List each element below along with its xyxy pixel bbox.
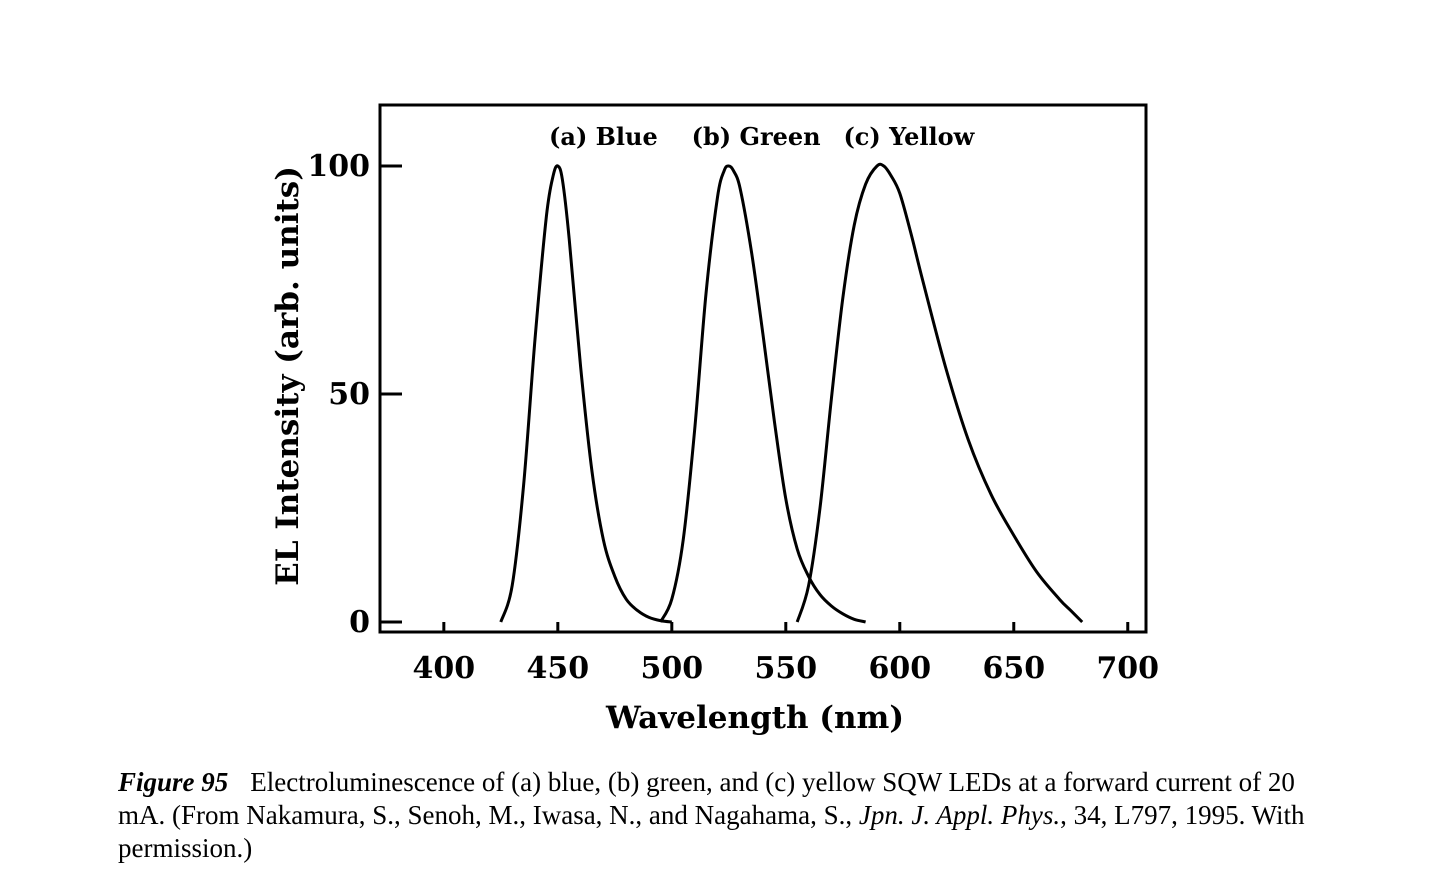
y-axis-title: EL Intensity (arb. units)	[270, 166, 306, 586]
series-line-green	[659, 164, 866, 624]
figure-caption: Figure 95 Electroluminescence of (a) blue…	[118, 766, 1318, 865]
x-axis-ticks: 400 450 500 550 600 650 700	[413, 622, 1159, 686]
plot-frame	[378, 103, 1148, 634]
x-tick-label: 600	[868, 651, 931, 686]
series-label-blue: (a) Blue	[549, 122, 658, 151]
series-layer: (a) Blue (b) Green (c) Yellow	[499, 122, 1084, 624]
x-tick-label: 400	[413, 651, 476, 686]
x-tick-label: 650	[982, 651, 1045, 686]
series-label-yellow: (c) Yellow	[843, 122, 975, 151]
chart: 0 50 100 400 450 500 550 600 650 700 (a) Blue (b)…	[270, 103, 1159, 736]
series-line-yellow	[795, 162, 1084, 624]
x-tick-label: 450	[527, 651, 590, 686]
caption-text-part2: , 34, L797, 1995. With permission.)	[118, 800, 1305, 863]
x-tick-label: 500	[640, 651, 703, 686]
series-line-blue	[499, 164, 672, 624]
y-tick-label: 0	[349, 605, 370, 640]
caption-text-part1: Electroluminescence of (a) blue, (b) gre…	[118, 767, 1295, 830]
y-tick-label: 50	[328, 377, 370, 412]
series-label-green: (b) Green	[692, 122, 821, 151]
x-tick-label: 550	[754, 651, 817, 686]
x-tick-label: 700	[1096, 651, 1159, 686]
figure-number: Figure 95	[118, 767, 229, 797]
x-axis-title: Wavelength (nm)	[605, 700, 904, 736]
y-tick-label: 100	[307, 149, 370, 184]
caption-journal: Jpn. J. Appl. Phys.	[858, 800, 1061, 830]
y-axis-ticks: 0 50 100	[307, 149, 402, 640]
